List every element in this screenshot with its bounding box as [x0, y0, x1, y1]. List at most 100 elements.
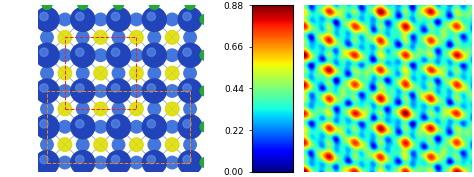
Circle shape: [114, 0, 124, 9]
Circle shape: [75, 84, 84, 92]
Circle shape: [40, 48, 48, 56]
Circle shape: [130, 85, 143, 97]
Circle shape: [183, 84, 191, 92]
Ellipse shape: [113, 27, 124, 47]
Ellipse shape: [185, 27, 195, 47]
Circle shape: [40, 120, 48, 128]
Circle shape: [35, 151, 59, 175]
Circle shape: [178, 115, 202, 139]
Ellipse shape: [42, 63, 52, 83]
Ellipse shape: [58, 66, 72, 80]
Ellipse shape: [149, 27, 159, 47]
Circle shape: [111, 84, 120, 92]
Circle shape: [200, 158, 210, 167]
Ellipse shape: [113, 63, 124, 83]
Circle shape: [183, 155, 191, 164]
Circle shape: [147, 120, 155, 128]
Circle shape: [71, 43, 95, 67]
Circle shape: [142, 43, 166, 67]
Circle shape: [42, 173, 52, 177]
Ellipse shape: [42, 135, 52, 155]
Ellipse shape: [55, 50, 75, 60]
Circle shape: [200, 50, 210, 60]
Circle shape: [147, 84, 155, 92]
Circle shape: [35, 43, 59, 67]
Ellipse shape: [78, 99, 88, 119]
Circle shape: [71, 151, 95, 175]
Ellipse shape: [113, 135, 124, 155]
Ellipse shape: [163, 50, 182, 60]
Circle shape: [41, 67, 53, 79]
Circle shape: [94, 121, 107, 133]
Circle shape: [111, 155, 120, 164]
Circle shape: [166, 85, 178, 97]
Ellipse shape: [149, 99, 159, 119]
Ellipse shape: [129, 102, 143, 116]
Ellipse shape: [127, 86, 146, 96]
Circle shape: [27, 86, 37, 96]
Circle shape: [142, 7, 166, 32]
Circle shape: [75, 48, 84, 56]
Circle shape: [94, 49, 107, 61]
Circle shape: [183, 48, 191, 56]
Ellipse shape: [185, 99, 195, 119]
Ellipse shape: [127, 158, 146, 168]
Circle shape: [40, 155, 48, 164]
Circle shape: [42, 0, 52, 9]
Ellipse shape: [91, 158, 110, 168]
Circle shape: [184, 67, 196, 79]
Circle shape: [184, 103, 196, 115]
Circle shape: [148, 103, 161, 115]
Circle shape: [107, 79, 130, 103]
Circle shape: [59, 85, 71, 97]
Circle shape: [59, 156, 71, 169]
Circle shape: [76, 31, 89, 44]
Circle shape: [78, 0, 88, 9]
Circle shape: [185, 0, 195, 9]
Circle shape: [41, 31, 53, 44]
Ellipse shape: [129, 138, 143, 152]
Ellipse shape: [129, 31, 143, 44]
Circle shape: [59, 13, 71, 26]
Circle shape: [130, 121, 143, 133]
Circle shape: [71, 79, 95, 103]
Circle shape: [114, 173, 124, 177]
Circle shape: [184, 138, 196, 151]
Ellipse shape: [165, 66, 179, 80]
Circle shape: [27, 50, 37, 60]
Circle shape: [75, 155, 84, 164]
Circle shape: [142, 151, 166, 175]
Circle shape: [40, 12, 48, 21]
Ellipse shape: [91, 86, 110, 96]
Ellipse shape: [165, 102, 179, 116]
Ellipse shape: [58, 102, 72, 116]
Circle shape: [178, 43, 202, 67]
Ellipse shape: [91, 15, 110, 24]
Ellipse shape: [91, 122, 110, 132]
Ellipse shape: [185, 63, 195, 83]
Circle shape: [183, 120, 191, 128]
Circle shape: [41, 138, 53, 151]
Text: A: A: [39, 7, 48, 17]
Ellipse shape: [127, 15, 146, 24]
Circle shape: [35, 7, 59, 32]
Circle shape: [112, 138, 125, 151]
Ellipse shape: [163, 158, 182, 168]
Bar: [65, 37, 137, 109]
Ellipse shape: [185, 135, 195, 155]
Circle shape: [71, 7, 95, 32]
Ellipse shape: [55, 122, 75, 132]
Circle shape: [112, 103, 125, 115]
Ellipse shape: [55, 15, 75, 24]
Circle shape: [75, 120, 84, 128]
Ellipse shape: [163, 122, 182, 132]
Circle shape: [27, 158, 37, 167]
Ellipse shape: [94, 31, 108, 44]
Ellipse shape: [163, 86, 182, 96]
Circle shape: [111, 12, 120, 21]
Circle shape: [166, 49, 178, 61]
Circle shape: [78, 173, 88, 177]
Circle shape: [35, 115, 59, 139]
Circle shape: [166, 156, 178, 169]
Circle shape: [147, 155, 155, 164]
